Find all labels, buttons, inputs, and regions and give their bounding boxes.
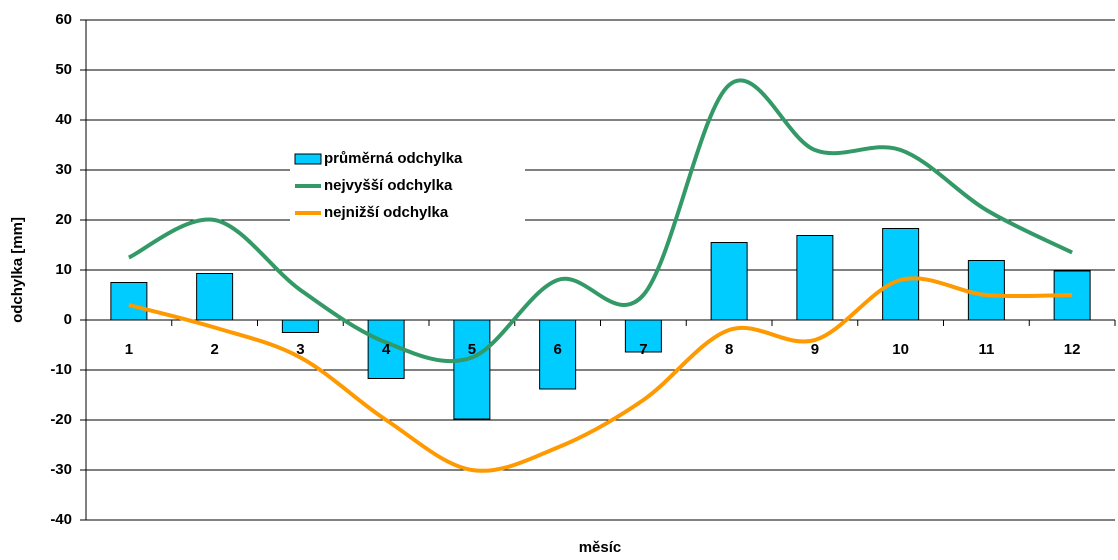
x-tick-label: 1	[125, 341, 133, 358]
x-tick-label: 2	[210, 341, 218, 358]
x-tick-label: 12	[1064, 341, 1081, 358]
line	[128, 276, 1073, 473]
legend-box	[290, 143, 525, 227]
y-tick-label: -20	[50, 411, 72, 428]
y-tick-label: -30	[50, 461, 72, 478]
y-tick-label: -40	[50, 511, 72, 528]
bar	[110, 282, 148, 321]
y-tick-label: 10	[55, 261, 72, 278]
legend-label: nejvyšší odchylka	[324, 177, 453, 194]
y-tick-label: -10	[50, 361, 72, 378]
bar	[882, 228, 920, 321]
x-tick-label: 10	[892, 341, 909, 358]
y-tick-label: 60	[55, 11, 72, 28]
x-tick-label: 11	[978, 341, 994, 358]
x-tick-label: 7	[639, 341, 647, 358]
y-tick-label: 0	[64, 311, 72, 328]
bar	[967, 260, 1005, 321]
bar	[710, 242, 748, 321]
line	[127, 78, 1074, 364]
legend-swatch	[294, 153, 322, 165]
bar	[796, 235, 834, 321]
bar	[624, 319, 662, 353]
legend-label: nejnižší odchylka	[324, 204, 449, 221]
bar	[539, 319, 577, 390]
bar	[196, 273, 234, 321]
y-tick-label: 50	[55, 61, 72, 78]
x-tick-label: 8	[725, 341, 733, 358]
x-tick-label: 5	[468, 341, 476, 358]
x-tick-label: 4	[382, 341, 391, 358]
y-axis-label: odchylka [mm]	[9, 217, 26, 323]
bar	[281, 319, 319, 333]
y-tick-label: 40	[55, 111, 72, 128]
bar	[453, 319, 491, 420]
x-axis-label: měsíc	[579, 539, 622, 556]
x-tick-label: 3	[296, 341, 304, 358]
x-tick-label: 9	[811, 341, 819, 358]
legend: průměrná odchylka nejvyšší odchylka nejniž…	[290, 143, 525, 227]
legend-label: průměrná odchylka	[324, 150, 463, 167]
x-tick-label: 6	[553, 341, 561, 358]
y-tick-label: 30	[55, 161, 72, 178]
y-tick-label: 20	[55, 211, 72, 228]
